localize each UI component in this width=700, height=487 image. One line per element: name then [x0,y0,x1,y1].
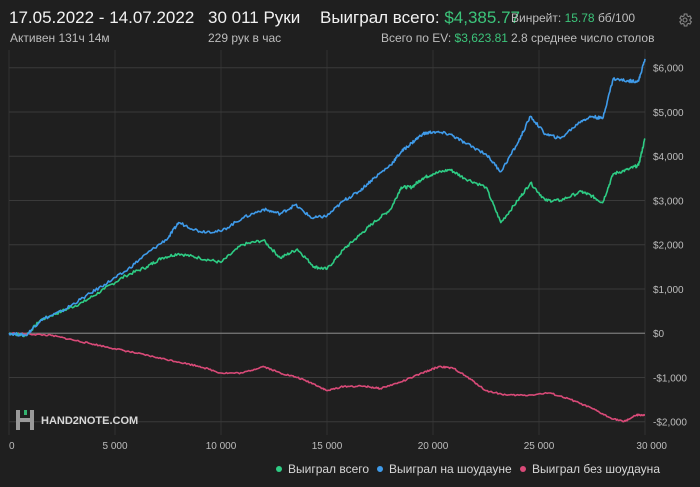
watermark-text: HAND2NOTE.COM [41,415,138,427]
winrate-unit: бб/100 [597,11,636,25]
chart-grid [8,50,646,435]
y-tick-label: $4,000 [653,152,684,163]
x-tick-label: 15 000 [312,441,343,452]
winrate-label: Винрейт: [511,11,562,25]
series-line-non-showdown [9,332,646,423]
series-line-showdown [8,58,646,338]
y-tick-label: $5,000 [653,108,684,119]
x-tick-label: 30 000 [636,441,667,452]
ev-total-value: $3,623.81 [454,31,508,45]
legend-dot-non-showdown [520,466,526,472]
x-tick-label: 0 [9,441,15,452]
ev-total: Всего по EV: $3,623.81 [381,31,508,45]
gear-icon[interactable] [677,12,693,28]
y-tick-label: $0 [653,329,665,340]
won-total-label: Выиграл всего: [320,8,440,27]
legend-label-won: Выиграл всего [288,462,370,476]
legend-label-non-showdown: Выиграл без шоудауна [532,462,660,476]
legend-item-won[interactable]: Выиграл всего [276,462,369,476]
hand2note-watermark: HAND2NOTE.COM [16,410,138,430]
won-total-value: $4,385.77 [444,8,520,27]
x-tick-label: 10 000 [206,441,237,452]
legend-dot-won [276,466,282,472]
y-tick-label: $6,000 [653,64,684,75]
x-tick-label: 25 000 [524,441,555,452]
hands-per-hour: 229 рук в час [208,31,282,45]
active-time: Активен 131ч 14м [10,31,110,45]
hands-count: 30 011 Руки [208,8,301,27]
x-axis-labels: 0 5 000 10 000 15 000 20 000 25 000 30 000 [9,441,667,452]
hand2note-logo-icon [16,410,34,430]
y-tick-label: -$1,000 [653,373,687,384]
legend-label-showdown: Выиграл на шоудауне [389,462,512,476]
winrate: Винрейт: 15.78 бб/100 [511,11,635,25]
x-tick-label: 20 000 [418,441,449,452]
chart-series [8,58,646,423]
series-line-won-total [8,138,646,338]
legend-item-non-showdown[interactable]: Выиграл без шоудауна [520,462,660,476]
stats-header: 17.05.2022 - 14.07.2022 Активен 131ч 14м… [0,0,700,50]
y-tick-label: -$2,000 [653,418,687,429]
legend-dot-showdown [377,466,383,472]
y-tick-label: $1,000 [653,285,684,296]
won-total: Выиграл всего: $4,385.77 [320,8,520,28]
legend-item-showdown[interactable]: Выиграл на шоудауне [377,462,512,476]
avg-tables: 2.8 среднее число столов [511,31,655,45]
chart-legend: Выиграл всего Выиграл на шоудауне Выигра… [0,458,700,480]
x-tick-label: 5 000 [102,441,127,452]
ev-total-label: Всего по EV: [381,31,452,45]
y-tick-label: $3,000 [653,196,684,207]
date-range: 17.05.2022 - 14.07.2022 [9,8,195,27]
y-axis-labels: $6,000 $5,000 $4,000 $3,000 $2,000 $1,000 $0 -$… [653,64,687,429]
winrate-value: 15.78 [564,11,595,25]
y-tick-label: $2,000 [653,241,684,252]
